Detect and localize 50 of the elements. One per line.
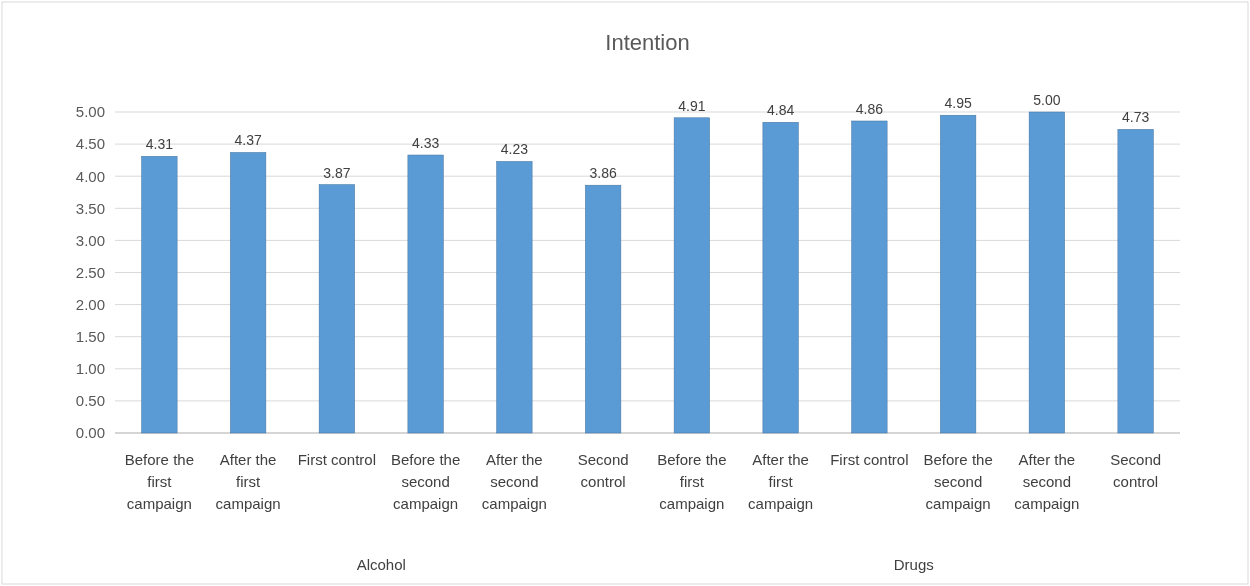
- text: Drugs: [893, 556, 934, 573]
- bar: [851, 120, 888, 434]
- data-label: 4.86: [855, 100, 884, 117]
- y-tick-label: 3.00: [75, 231, 105, 249]
- data-label: 4.91: [678, 97, 706, 114]
- x-tick-label: Second control: [1110, 451, 1162, 490]
- bar: [1028, 111, 1065, 434]
- data-label: 4.95: [944, 95, 972, 112]
- bar: [762, 122, 799, 434]
- y-tick-label: 5.00: [75, 103, 105, 121]
- bar: [318, 184, 355, 434]
- x-tick-label: Before the first campaign: [124, 451, 194, 512]
- y-tick-label: 2.00: [75, 295, 105, 313]
- x-tick-label: First control: [830, 451, 909, 468]
- y-tick-label: 1.00: [75, 360, 105, 378]
- bar: [496, 161, 533, 434]
- x-tick-label: After the second campaign: [1014, 451, 1080, 512]
- x-tick-label: Second control: [577, 451, 629, 490]
- data-label: 3.87: [323, 164, 351, 181]
- x-tick-label: Before the second campaign: [923, 451, 993, 512]
- y-tick-label: 4.50: [75, 135, 105, 153]
- x-tick-label: Before the first campaign: [657, 451, 727, 512]
- data-label: 3.86: [589, 165, 617, 182]
- y-tick-label: 0.50: [75, 392, 105, 410]
- data-label: 5.00: [1033, 92, 1061, 108]
- x-tick-label: First control: [297, 451, 377, 468]
- data-label: 4.84: [767, 102, 795, 119]
- bar: [585, 184, 622, 434]
- bar: [673, 117, 710, 434]
- bar: [1117, 129, 1154, 434]
- x-tick-label: After the first campaign: [748, 451, 814, 512]
- y-tick-label: 4.00: [75, 167, 105, 185]
- data-label: 4.23: [500, 141, 529, 158]
- bar: [940, 114, 977, 434]
- x-tick-label: After the first campaign: [215, 451, 281, 512]
- bar: [407, 154, 444, 434]
- data-label: 4.31: [145, 136, 174, 153]
- y-tick-label: 0.00: [75, 424, 105, 442]
- y-tick-label: 2.50: [75, 263, 105, 281]
- chart-title: Intention: [605, 30, 690, 55]
- text: Alcohol: [356, 556, 406, 573]
- data-label: 4.33: [412, 135, 440, 152]
- x-tick-label: Before the second campaign: [391, 451, 461, 512]
- y-tick-label: 1.50: [75, 328, 105, 345]
- x-tick-label: After the second campaign: [481, 451, 547, 512]
- y-tick-label: 3.50: [75, 199, 105, 217]
- bar: [230, 152, 267, 434]
- data-label: 4.37: [234, 132, 262, 149]
- bar: [141, 156, 178, 434]
- data-label: 4.73: [1122, 109, 1150, 126]
